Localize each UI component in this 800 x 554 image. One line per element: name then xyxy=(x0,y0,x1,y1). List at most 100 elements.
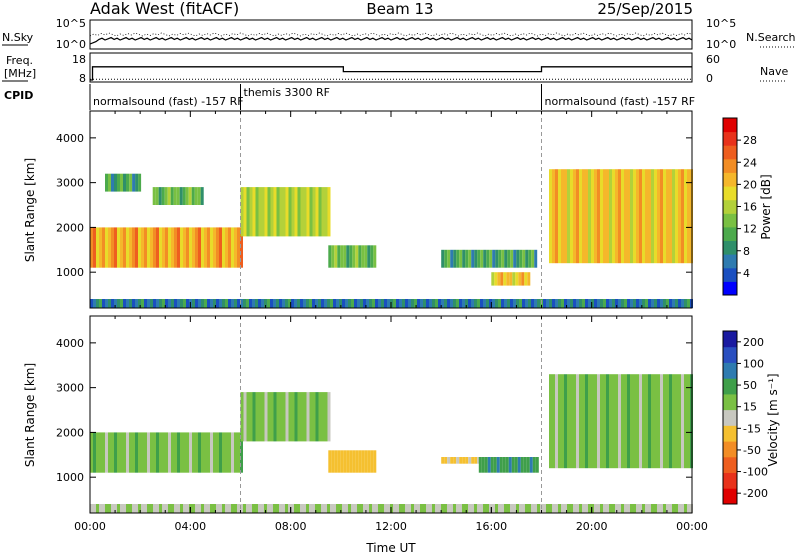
echo-cell xyxy=(534,504,537,513)
echo-cell xyxy=(99,227,102,268)
echo-cell xyxy=(612,299,615,308)
echo-cell xyxy=(600,299,603,308)
time-x-axis: 00:00 04:00 08:00 12:00 16:00 20:00 00:00 xyxy=(74,111,708,533)
echo-cell xyxy=(420,299,423,308)
echo-cell xyxy=(495,299,498,308)
echo-cell xyxy=(327,299,330,308)
echo-cell xyxy=(588,169,591,264)
echo-cell xyxy=(489,299,492,308)
echo-cell xyxy=(129,227,132,268)
echo-cell xyxy=(615,374,618,469)
y-tick-label: 1000 xyxy=(56,471,84,484)
echo-cell xyxy=(408,299,411,308)
echo-cell xyxy=(517,457,521,473)
echo-cell xyxy=(141,227,144,268)
echo-cell xyxy=(352,245,356,268)
echo-cell xyxy=(336,504,339,513)
echo-cell xyxy=(225,227,228,268)
echo-cell xyxy=(511,457,515,473)
echo-cell xyxy=(129,299,132,308)
echo-cell xyxy=(534,299,537,308)
echo-cell xyxy=(222,299,225,308)
echo-cell xyxy=(372,299,375,308)
velocity-y-axis: 1000 2000 3000 4000 xyxy=(56,337,692,484)
echo-cell xyxy=(288,187,292,237)
echo-cell xyxy=(321,504,324,513)
echo-cell xyxy=(141,432,144,473)
echo-cell xyxy=(456,249,460,268)
echo-cell xyxy=(552,374,555,469)
echo-cell xyxy=(555,374,558,469)
echo-cell xyxy=(597,169,600,264)
echo-cell xyxy=(114,432,117,473)
echo-cell xyxy=(600,169,603,264)
y-tick-label: 4000 xyxy=(56,132,84,145)
echo-cell xyxy=(156,227,159,268)
power-panel: 1000 2000 3000 4000 Slant Range [km] xyxy=(23,110,693,309)
echo-cell xyxy=(621,374,624,469)
noise-trace xyxy=(89,32,693,45)
colorbar-swatch xyxy=(723,213,737,228)
echo-cell xyxy=(102,227,105,268)
echo-cell xyxy=(525,299,528,308)
echo-cell xyxy=(486,249,490,268)
echo-cell xyxy=(627,299,630,308)
echo-cell xyxy=(503,272,507,286)
echo-cell xyxy=(321,187,325,237)
echo-cell xyxy=(657,299,660,308)
echo-cell xyxy=(135,173,139,192)
echo-cell xyxy=(456,299,459,308)
echo-cell xyxy=(684,504,687,513)
echo-cell xyxy=(381,504,384,513)
echo-cell xyxy=(279,504,282,513)
echo-cell xyxy=(150,504,153,513)
nave-label: Nave xyxy=(760,65,788,78)
echo-cell xyxy=(117,432,120,473)
echo-cell xyxy=(474,504,477,513)
echo-cell xyxy=(495,249,499,268)
echo-cell xyxy=(222,432,225,473)
colorbar-swatch xyxy=(723,131,737,146)
echo-cell xyxy=(213,432,216,473)
echo-cell xyxy=(306,187,310,237)
echo-cell xyxy=(96,432,99,473)
echo-cell xyxy=(105,504,108,513)
echo-cell xyxy=(498,299,501,308)
echo-cell xyxy=(645,374,648,469)
echo-cell xyxy=(492,504,495,513)
echo-cell xyxy=(126,504,129,513)
echo-cell xyxy=(144,299,147,308)
echo-cell xyxy=(198,432,201,473)
echo-cell xyxy=(498,249,502,268)
colorbar-swatch xyxy=(723,254,737,269)
echo-cell xyxy=(228,504,231,513)
echo-cell xyxy=(369,504,372,513)
echo-cell xyxy=(549,299,552,308)
echo-cell xyxy=(249,392,253,442)
echo-cell xyxy=(237,504,240,513)
echo-cell xyxy=(552,299,555,308)
echo-cell xyxy=(162,227,165,268)
echo-cell xyxy=(519,504,522,513)
echo-cell xyxy=(288,299,291,308)
echo-cell xyxy=(315,187,319,237)
echo-cell xyxy=(642,504,645,513)
echo-cell xyxy=(132,173,136,192)
echo-cell xyxy=(312,299,315,308)
echo-cell xyxy=(535,457,539,473)
echo-cell xyxy=(225,504,228,513)
echo-cell xyxy=(186,504,189,513)
colorbar-swatch xyxy=(723,186,737,201)
station-title: Adak West (fitACF) xyxy=(90,0,239,18)
echo-cell xyxy=(204,432,207,473)
echo-cell xyxy=(504,249,508,268)
nave-right-tick-low: 0 xyxy=(706,72,713,85)
echo-cell xyxy=(351,504,354,513)
echo-cell xyxy=(343,450,347,473)
echo-cell xyxy=(294,392,298,442)
echo-cell xyxy=(153,227,156,268)
echo-cell xyxy=(478,457,482,473)
echo-cell xyxy=(198,227,201,268)
echo-cell xyxy=(471,504,474,513)
echo-cell xyxy=(561,299,564,308)
